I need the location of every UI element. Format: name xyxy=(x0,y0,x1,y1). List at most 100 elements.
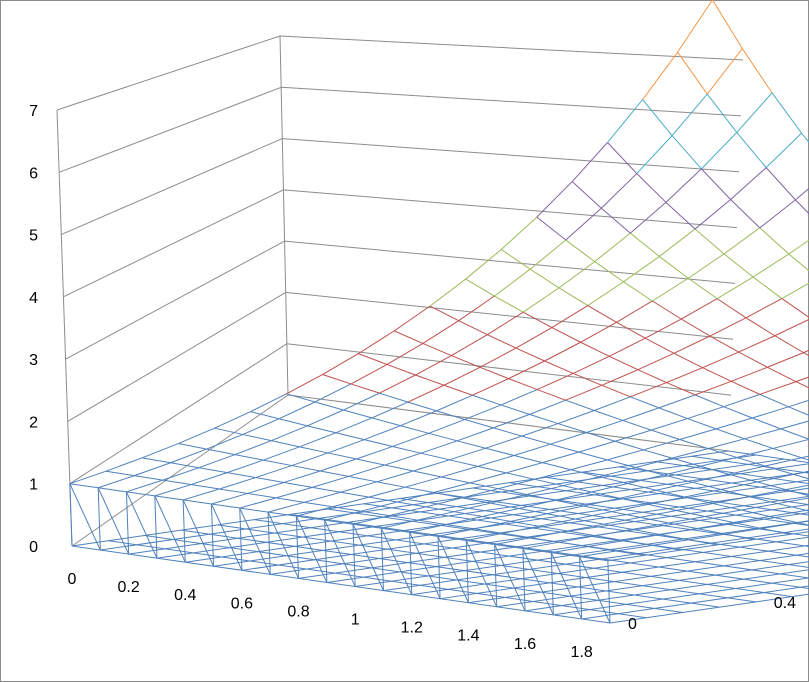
base-grid-line xyxy=(383,528,809,592)
surface-line xyxy=(386,363,416,376)
surface-line xyxy=(479,347,517,368)
surface-line xyxy=(304,501,333,508)
surface-line xyxy=(379,392,409,403)
surface-line xyxy=(263,446,300,461)
surface-line xyxy=(730,167,767,200)
surface-line xyxy=(422,320,459,344)
z-gridline xyxy=(58,86,282,173)
surface-line xyxy=(554,491,592,501)
surface-line xyxy=(239,497,277,509)
surface-line xyxy=(668,516,706,524)
surface-line xyxy=(392,445,422,454)
surface-line xyxy=(745,317,776,337)
surface-line xyxy=(594,232,631,262)
surface-line xyxy=(623,540,653,546)
base-grid-line xyxy=(241,487,809,571)
surface-line xyxy=(676,503,714,511)
surface-line xyxy=(324,510,362,521)
surface-line xyxy=(635,457,673,468)
surface-line xyxy=(575,511,612,520)
surface-line xyxy=(637,352,675,371)
surface-line xyxy=(671,457,701,467)
base-grid-line xyxy=(496,561,809,608)
surface-line xyxy=(680,544,718,551)
surface-line xyxy=(515,327,553,349)
surface-line xyxy=(242,418,280,435)
surface-line xyxy=(736,132,767,168)
surface-line xyxy=(640,516,669,524)
base-grid-line xyxy=(217,524,756,603)
base-grid-line xyxy=(545,476,809,516)
surface-line xyxy=(668,522,697,530)
surface-line xyxy=(627,483,657,491)
surface-line xyxy=(643,449,673,459)
surface-line xyxy=(464,404,502,420)
surface-line xyxy=(562,476,600,487)
surface-line xyxy=(501,249,531,270)
z-tick-label: 5 xyxy=(29,228,38,245)
surface-line xyxy=(600,207,631,234)
surface-line xyxy=(271,425,308,442)
surface-line xyxy=(415,374,445,386)
surface-line xyxy=(461,497,491,504)
x-tick-label: 0 xyxy=(68,571,77,588)
surface-line xyxy=(255,465,292,479)
surface-line xyxy=(322,374,352,385)
surface-line xyxy=(320,458,357,472)
surface-line xyxy=(162,479,192,486)
surface-line xyxy=(247,492,277,499)
surface-line xyxy=(178,427,215,444)
surface-line xyxy=(660,528,697,536)
surface-line xyxy=(752,253,790,278)
surface-line xyxy=(371,401,409,419)
x-tick-label: 0.4 xyxy=(174,587,196,604)
z-gridline xyxy=(282,138,740,173)
surface-line xyxy=(214,427,243,435)
surface-line xyxy=(663,465,701,476)
surface-line xyxy=(614,440,644,451)
skirt-line xyxy=(579,556,583,619)
surface-line xyxy=(433,492,463,499)
surface-line xyxy=(335,417,373,434)
base-grid-line xyxy=(524,569,809,612)
surface-line xyxy=(445,523,475,530)
surface-line xyxy=(795,199,809,215)
y-tick-label: 0 xyxy=(628,616,637,633)
surface-line xyxy=(696,522,734,530)
surface-line xyxy=(239,507,269,513)
skirt-line xyxy=(324,520,328,583)
x-tick-label: 0.2 xyxy=(118,579,140,596)
surface-line xyxy=(607,459,636,468)
surface-line xyxy=(544,341,581,362)
surface-line xyxy=(803,352,809,357)
surface-line xyxy=(706,48,743,95)
surface-line xyxy=(206,433,244,450)
surface-line xyxy=(538,525,568,532)
surface-line xyxy=(429,278,467,307)
surface-line xyxy=(425,506,455,513)
surface-line xyxy=(198,467,228,474)
base-grid-line xyxy=(468,552,809,604)
skirt-line xyxy=(295,516,300,579)
surface-line xyxy=(673,352,703,369)
surface-line xyxy=(736,447,774,458)
surface-line xyxy=(494,544,523,550)
surface-line xyxy=(570,459,608,471)
surface-line xyxy=(422,342,452,357)
surface-line xyxy=(757,481,786,491)
surface-line xyxy=(611,511,641,518)
surface-line xyxy=(206,448,236,456)
surface-line xyxy=(720,489,750,498)
surface-line xyxy=(263,459,292,467)
surface-line xyxy=(474,520,511,530)
surface-line xyxy=(335,432,365,441)
surface-line xyxy=(415,355,452,376)
surface-line xyxy=(332,506,362,512)
surface-line xyxy=(752,276,783,299)
surface-line xyxy=(781,282,809,299)
surface-line xyxy=(190,484,220,490)
skirt-line xyxy=(437,536,469,603)
surface-line xyxy=(521,423,559,437)
surface-line xyxy=(645,318,682,339)
surface-line xyxy=(673,335,711,354)
